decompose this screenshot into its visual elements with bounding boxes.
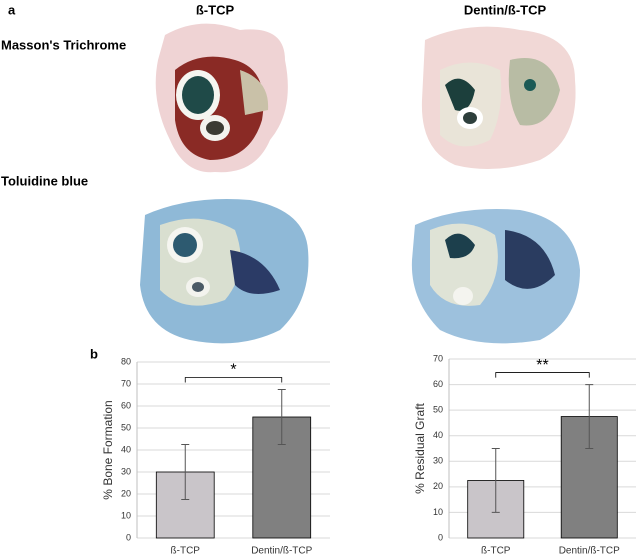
y-tick-label: 20 xyxy=(121,488,131,498)
y-tick-label: 80 xyxy=(121,356,131,366)
histology-trichrome-right xyxy=(421,26,576,169)
y-axis-label: % Bone Formation xyxy=(101,400,115,499)
x-tick-label: Dentin/ß-TCP xyxy=(559,546,620,557)
y-tick-label: 60 xyxy=(433,379,443,389)
significance-label: * xyxy=(230,362,236,379)
significance-bracket xyxy=(495,372,590,378)
y-tick-label: 30 xyxy=(433,456,443,466)
significance-label: ** xyxy=(536,357,548,374)
y-tick-label: 60 xyxy=(121,400,131,410)
x-tick-label: ß-TCP xyxy=(171,546,201,557)
y-tick-label: 40 xyxy=(121,444,131,454)
error-bar xyxy=(585,384,594,449)
y-tick-label: 70 xyxy=(433,353,443,363)
y-tick-label: 10 xyxy=(433,507,443,517)
y-tick-label: 0 xyxy=(438,532,443,542)
histology-trichrome-left xyxy=(155,23,288,173)
histology-toluidine-left xyxy=(140,199,309,344)
column-header: ß-TCP xyxy=(196,2,235,17)
significance-bracket xyxy=(184,377,283,383)
x-tick-label: Dentin/ß-TCP xyxy=(251,546,312,557)
y-tick-label: 70 xyxy=(121,378,131,388)
y-tick-label: 50 xyxy=(433,405,443,415)
y-tick-label: 20 xyxy=(433,481,443,491)
histology-toluidine-right xyxy=(411,209,580,344)
panel-label: b xyxy=(90,346,98,361)
column-header: Dentin/ß-TCP xyxy=(464,2,547,17)
y-tick-label: 40 xyxy=(433,430,443,440)
y-tick-label: 10 xyxy=(121,510,131,520)
y-axis-label: % Residual Graft xyxy=(413,402,427,493)
row-label: Toluidine blue xyxy=(1,173,88,188)
y-tick-label: 50 xyxy=(121,422,131,432)
panel-label: a xyxy=(8,2,16,17)
y-tick-label: 30 xyxy=(121,466,131,476)
error-bar xyxy=(491,448,500,513)
error-bar xyxy=(181,444,190,500)
row-label: Masson's Trichrome xyxy=(1,37,126,52)
x-tick-label: ß-TCP xyxy=(481,546,511,557)
y-tick-label: 0 xyxy=(126,532,131,542)
error-bar xyxy=(277,389,286,445)
